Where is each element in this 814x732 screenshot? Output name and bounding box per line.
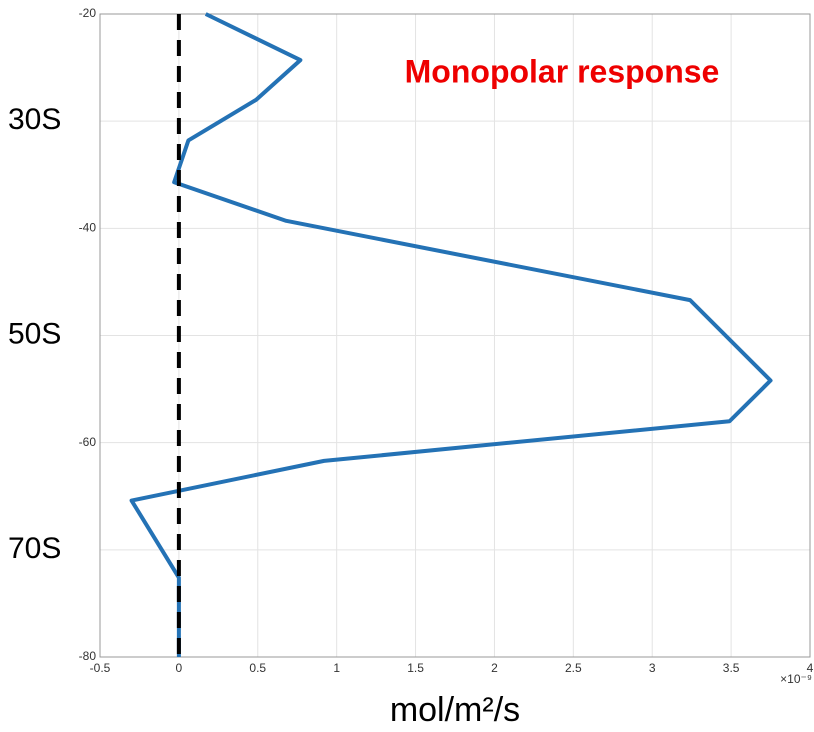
x-tick-label: 0 — [176, 661, 183, 675]
data-line — [129, 12, 773, 657]
annotation: Monopolar response — [405, 53, 720, 89]
y-tick-label: 30S — [8, 103, 61, 136]
x-tick-label: -0.5 — [90, 661, 111, 675]
plot-border — [99, 13, 811, 658]
x-tick-label: 3 — [649, 661, 656, 675]
y-tick-label: -60 — [79, 435, 97, 449]
y-tick-label: 70S — [8, 532, 61, 565]
x-tick-label: 1.5 — [407, 661, 424, 675]
x-tick-label: 2 — [491, 661, 498, 675]
x-axis-label: mol/m²/s — [390, 691, 520, 729]
x-tick-label: 4 — [807, 661, 814, 675]
y-tick-label: -40 — [79, 221, 97, 235]
x-multiplier: ×10⁻⁹ — [780, 672, 812, 686]
x-tick-label: 1 — [333, 661, 340, 675]
y-tick-label: -80 — [79, 649, 97, 663]
y-tick-label: -20 — [79, 6, 97, 20]
x-tick-label: 0.5 — [249, 661, 266, 675]
x-tick-label: 3.5 — [723, 661, 740, 675]
x-tick-label: 2.5 — [565, 661, 582, 675]
y-tick-label: 50S — [8, 317, 61, 350]
